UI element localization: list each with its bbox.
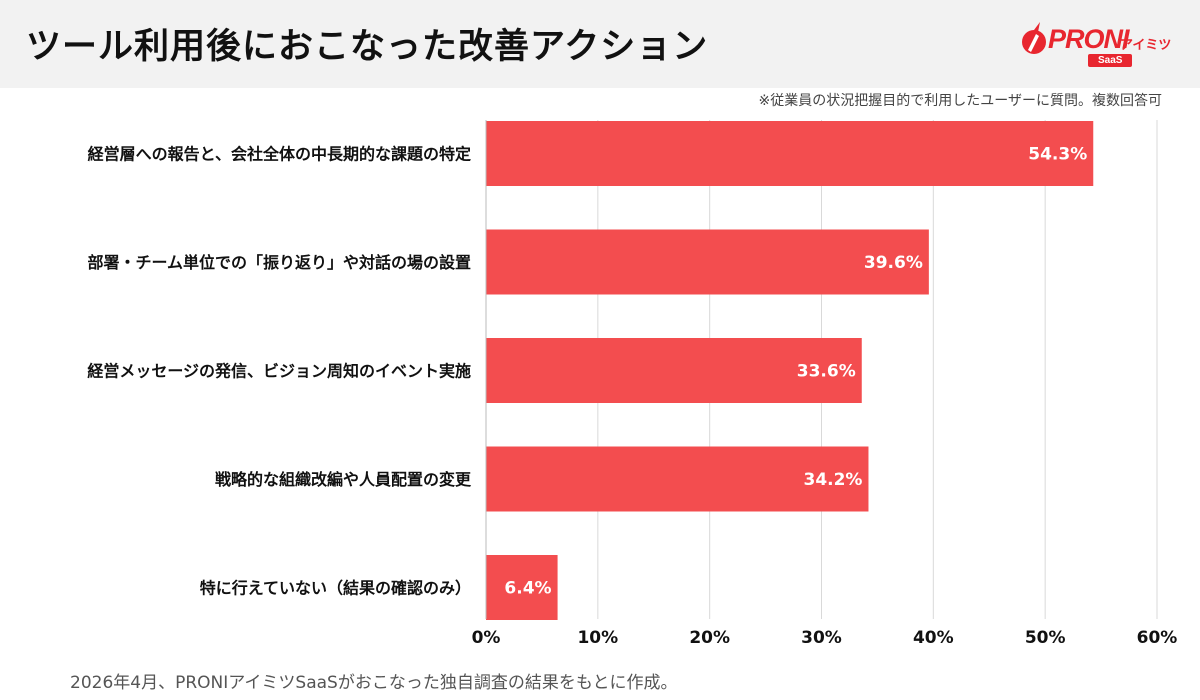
logo-saas-badge: SaaS	[1088, 54, 1133, 67]
bar-value-label: 6.4%	[504, 579, 551, 599]
category-label: 部署・チーム単位での「振り返り」や対話の場の設置	[87, 253, 471, 272]
category-label: 特に行えていない（結果の確認のみ）	[200, 579, 471, 598]
x-tick-label: 40%	[913, 628, 954, 648]
x-tick-label: 0%	[472, 628, 501, 648]
bar	[486, 446, 869, 512]
x-tick-label: 30%	[801, 628, 842, 648]
logo-wordmark: PRONI	[1048, 24, 1130, 54]
bar	[486, 338, 862, 403]
page-title: ツール利用後におこなった改善アクション	[26, 27, 709, 67]
category-label: 経営メッセージの発信、ビジョン周知のイベント実施	[87, 362, 471, 381]
bar-value-label: 39.6%	[864, 253, 923, 273]
bar	[486, 555, 558, 620]
bar-value-label: 34.2%	[803, 470, 862, 490]
x-tick-label: 60%	[1137, 628, 1178, 648]
category-label: 経営層への報告と、会社全体の中長期的な課題の特定	[88, 145, 471, 164]
header-bar: ツール利用後におこなった改善アクション PRONI アイミツ SaaS	[0, 0, 1200, 88]
bar	[486, 121, 1094, 186]
bar-value-label: 54.3%	[1028, 145, 1087, 165]
bar-value-label: 33.6%	[797, 362, 856, 382]
proni-logo: PRONI アイミツ SaaS	[1020, 20, 1180, 72]
flame-logo-icon	[1022, 22, 1046, 54]
category-label: 戦略的な組織改編や人員配置の変更	[215, 470, 472, 489]
x-tick-label: 10%	[577, 628, 618, 648]
x-tick-label: 20%	[689, 628, 730, 648]
source-footnote: 2026年4月、PRONIアイミツSaaSがおこなった独自調査の結果をもとに作成…	[70, 673, 678, 693]
x-tick-label: 50%	[1025, 628, 1066, 648]
logo-subtext: アイミツ	[1120, 38, 1172, 53]
bar	[486, 229, 929, 295]
survey-note: ※従業員の状況把握目的で利用したユーザーに質問。複数回答可	[758, 93, 1162, 109]
